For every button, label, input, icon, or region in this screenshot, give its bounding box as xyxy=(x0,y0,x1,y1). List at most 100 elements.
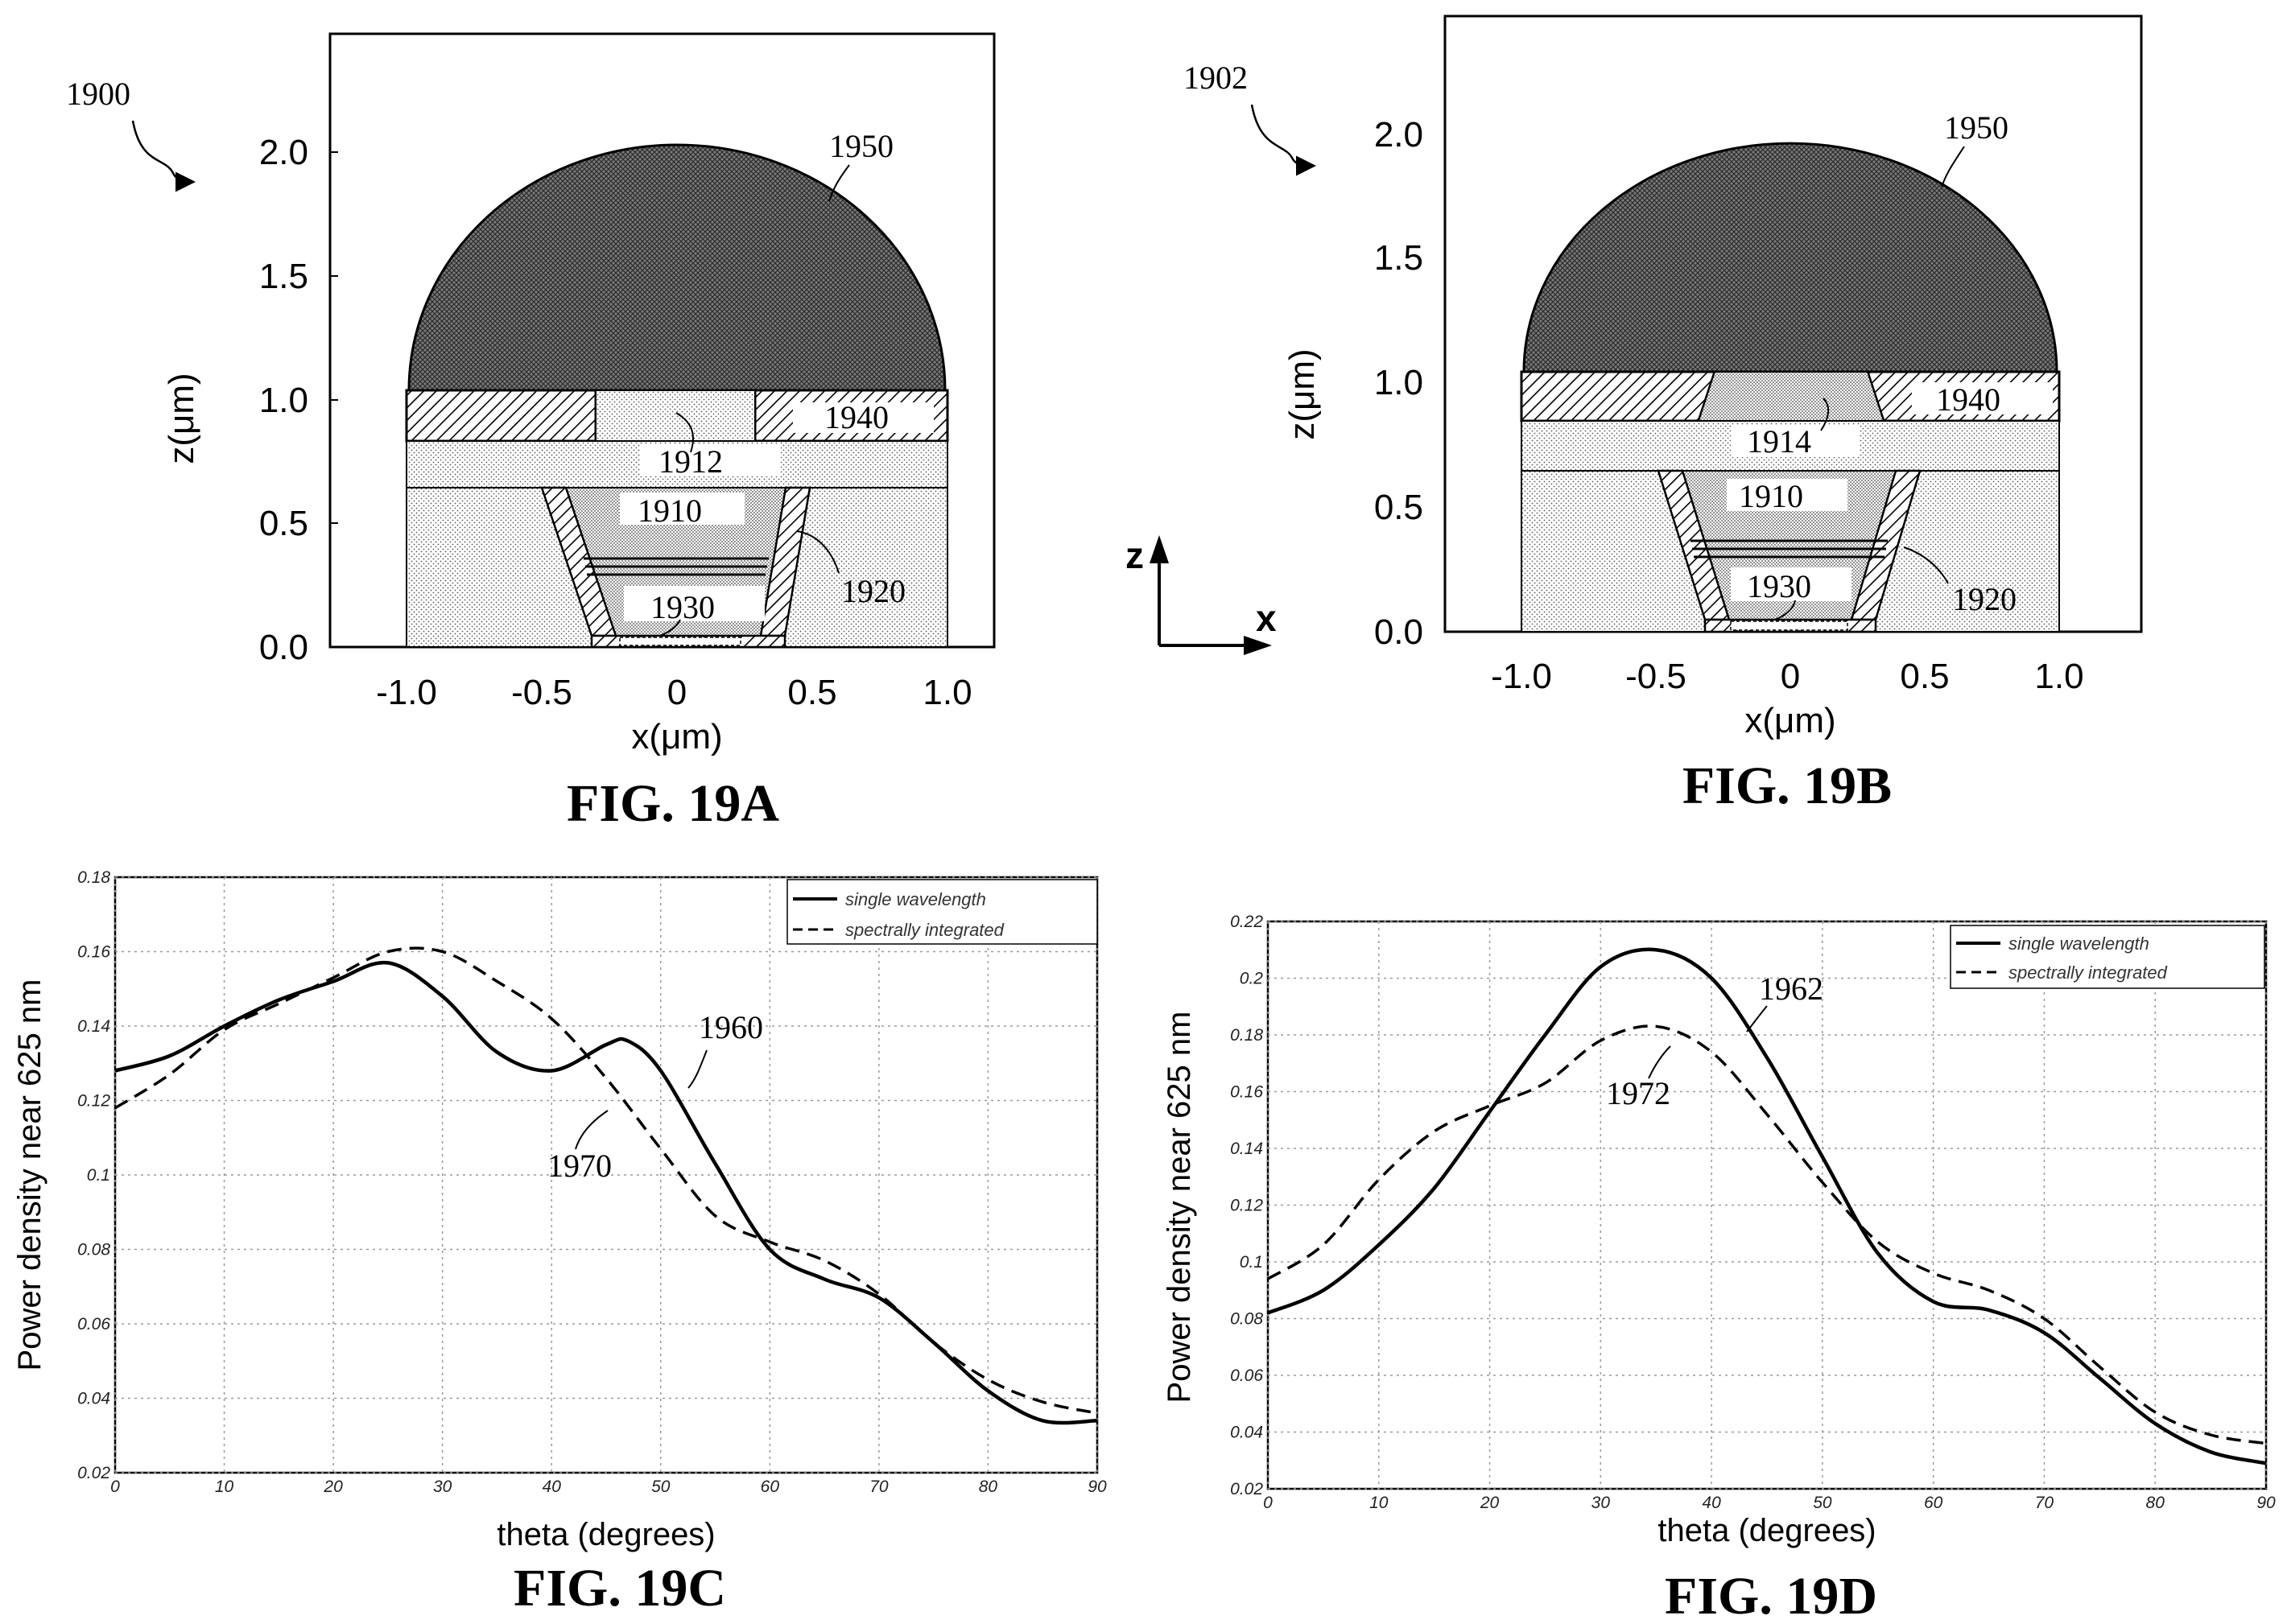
fig-b-region-1914-top xyxy=(1697,371,1885,422)
fig-b-label-1930: 1930 xyxy=(1747,568,1811,604)
fig-d-xtick: 20 xyxy=(1480,1494,1500,1512)
fig-b-ytick: 0.5 xyxy=(1374,488,1423,527)
fig-d-label-1972: 1972 xyxy=(1606,1075,1670,1111)
fig-a-ytick: 1.0 xyxy=(259,381,308,420)
fig-b-caption: FIG. 19B xyxy=(1682,756,1892,815)
fig-d-series-spectrally-integrated-line xyxy=(1267,1024,2267,1445)
fig-c-caption: FIG. 19C xyxy=(514,1559,726,1618)
fig-c-xtick: 50 xyxy=(651,1478,671,1496)
fig-d-grid xyxy=(1267,921,2267,1490)
fig-a-ref-arrow xyxy=(131,120,196,192)
fig-b-x-ticks: -1.0 -0.5 0 0.5 1.0 xyxy=(1491,657,2084,696)
fig-d-xtick: 60 xyxy=(1924,1494,1943,1512)
fig-d-ytick: 0.06 xyxy=(1230,1366,1263,1385)
fig-d-xtick: 10 xyxy=(1369,1494,1389,1512)
fig-d-leader-1972 xyxy=(1648,1045,1671,1079)
fig-a-y-axis-label: z(μm) xyxy=(162,373,201,464)
fig-d-ytick: 0.18 xyxy=(1230,1026,1263,1045)
fig-c-legend-label: single wavelength xyxy=(845,889,986,909)
fig-d-ytick: 0.22 xyxy=(1230,913,1263,931)
fig-b-ytick: 1.0 xyxy=(1374,363,1423,402)
fig-d-leader-1962 xyxy=(1746,1005,1768,1033)
fig-b-xtick: 0 xyxy=(1781,657,1800,696)
fig-a-ytick: 0.5 xyxy=(259,504,308,543)
fig-c-xtick: 20 xyxy=(323,1478,343,1496)
fig-b-label-1910: 1910 xyxy=(1739,478,1803,514)
fig-b-y-axis-label: z(μm) xyxy=(1282,348,1322,439)
fig-c-xtick: 30 xyxy=(433,1478,452,1496)
fig-b-leader-1914 xyxy=(1820,398,1830,431)
fig-b-ytick: 2.0 xyxy=(1374,115,1423,155)
fig-d-ytick: 0.14 xyxy=(1230,1140,1263,1158)
fig-c-ytick: 0.16 xyxy=(77,943,110,962)
fig-b-leader-1930 xyxy=(1774,600,1796,620)
fig-d-y-axis-label: Power density near 625 nm xyxy=(1162,1012,1197,1403)
fig-c-ytick: 0.1 xyxy=(87,1166,110,1185)
fig-a-y-ticks: 0.0 0.5 1.0 1.5 2.0 xyxy=(259,133,338,667)
fig-b-xtick: -1.0 xyxy=(1491,657,1552,696)
fig-c-y-axis-label: Power density near 625 nm xyxy=(12,979,47,1371)
fig-c-ytick: 0.04 xyxy=(77,1390,110,1408)
fig-a-caption: FIG. 19A xyxy=(567,774,779,833)
x-arrowhead-icon xyxy=(1244,636,1272,655)
fig-d-ytick: 0.02 xyxy=(1230,1480,1263,1498)
fig-d-ticks: 0 10 20 30 40 50 60 70 80 90 0.02 0.04 0.06 0.08 0.1 0.… xyxy=(1230,913,2276,1512)
fig-c-ytick: 0.02 xyxy=(77,1464,110,1482)
fig-d-ytick: 0.08 xyxy=(1230,1310,1263,1329)
fig-a-label-box xyxy=(624,586,765,621)
fig-d-ytick: 0.12 xyxy=(1230,1197,1263,1215)
fig-b-leader-1920 xyxy=(1903,546,1949,584)
fig-d-series-single-wavelength-line xyxy=(1267,947,2267,1465)
fig-c-legend-label: spectrally integrated xyxy=(845,920,1005,940)
fig-a-ytick: 1.5 xyxy=(259,257,308,296)
fig-a-label-1940: 1940 xyxy=(824,399,889,435)
fig-a-leader-1950 xyxy=(828,164,850,202)
fig-a-ytick: 0.0 xyxy=(259,628,308,667)
fig-d-legend-box xyxy=(1950,925,2265,989)
fig-c-lines xyxy=(114,946,1098,1425)
fig-b-label-box xyxy=(1727,479,1847,511)
fig-a-ref-label: 1900 xyxy=(66,76,130,112)
fig-a-leader-1912 xyxy=(675,412,694,453)
fig-a-xtick: 0 xyxy=(667,673,687,712)
fig-b-ytick: 1.5 xyxy=(1374,238,1423,278)
fig-a-label-1920: 1920 xyxy=(841,573,906,609)
fig-c-xtick: 10 xyxy=(215,1478,234,1496)
fig-b-ref-arrow xyxy=(1250,104,1316,176)
fig-b-label-1920: 1920 xyxy=(1952,581,2017,617)
fig-a-xtick: 0.5 xyxy=(787,673,836,712)
fig-a-xtick: 1.0 xyxy=(923,673,972,712)
fig-b-label-box xyxy=(1912,382,2053,414)
fig-a-xtick: -1.0 xyxy=(376,673,437,712)
fig-d-label-1962: 1962 xyxy=(1759,971,1823,1007)
fig-c-ticks: 0 10 20 30 40 50 60 70 80 90 0.02 0.04 0.06 0.08 0.1 0.… xyxy=(77,868,1107,1496)
fig-c-label-1970: 1970 xyxy=(547,1148,612,1184)
x-axis-key-label: x xyxy=(1256,597,1277,639)
fig-a-label-box xyxy=(620,493,745,525)
fig-a-label-1930: 1930 xyxy=(650,589,715,625)
fig-d-lines xyxy=(1267,947,2267,1465)
fig-c-ytick: 0.08 xyxy=(77,1241,110,1259)
fig-d-ytick: 0.1 xyxy=(1240,1253,1263,1272)
fig-c-grid xyxy=(114,876,1098,1474)
fig-c-xtick: 0 xyxy=(110,1478,120,1496)
fig-c-ytick: 0.12 xyxy=(77,1092,110,1111)
fig-d-xtick: 0 xyxy=(1263,1494,1273,1512)
fig-b-ytick: 0.0 xyxy=(1374,612,1423,652)
fig-c-x-axis-label: theta (degrees) xyxy=(497,1517,715,1552)
fig-b-contact-1930 xyxy=(1730,620,1848,631)
fig-c-xtick: 70 xyxy=(869,1478,889,1496)
fig-a-ytick: 2.0 xyxy=(259,133,308,172)
fig-19b: 1902 1950 1940 1914 1910 1920 1930 0 xyxy=(1183,14,2143,815)
fig-b-label-1950: 1950 xyxy=(1944,109,2008,146)
fig-c-xtick: 40 xyxy=(543,1478,562,1496)
fig-b-xtick: 0.5 xyxy=(1900,657,1949,696)
fig-a-x-ticks: -1.0 -0.5 0 0.5 1.0 xyxy=(376,673,972,712)
fig-d-legend-label: spectrally integrated xyxy=(2008,962,2168,983)
fig-d-xtick: 30 xyxy=(1591,1494,1611,1512)
fig-d-xtick: 50 xyxy=(1813,1494,1832,1512)
fig-b-label-box xyxy=(1731,567,1851,601)
axes-key: z x xyxy=(1125,534,1277,655)
fig-a-leader-1930 xyxy=(659,619,681,637)
fig-c-ytick: 0.14 xyxy=(77,1017,110,1036)
